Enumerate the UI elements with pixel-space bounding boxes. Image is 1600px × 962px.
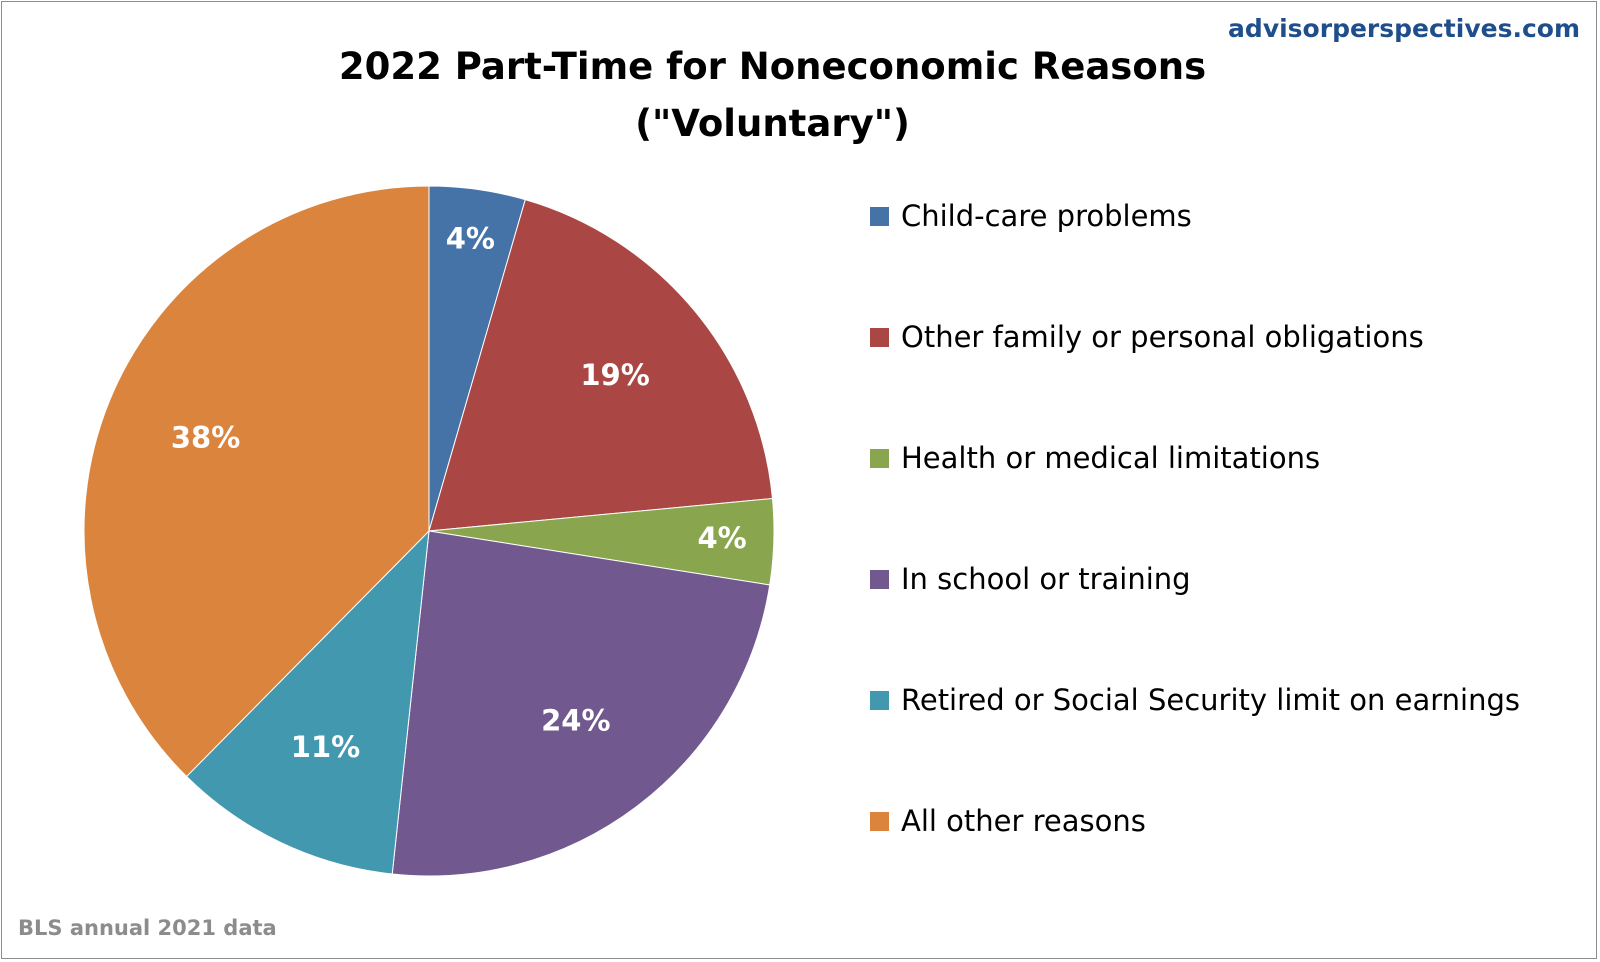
slice-data-label: 19% <box>580 358 649 392</box>
legend-label: Health or medical limitations <box>901 441 1321 475</box>
legend-item: Retired or Social Security limit on earn… <box>870 680 1520 720</box>
pie-slice <box>185 529 430 875</box>
slice-data-label: 11% <box>291 730 360 764</box>
legend-swatch <box>870 448 889 468</box>
slice-data-label: 4% <box>446 222 495 256</box>
title-line-2: ("Voluntary") <box>635 102 910 145</box>
slice-data-label: 4% <box>697 521 746 555</box>
pie-slice <box>83 185 430 778</box>
slice-data-label: 38% <box>171 420 240 454</box>
legend-swatch <box>870 327 889 347</box>
legend-label: Retired or Social Security limit on earn… <box>901 683 1520 717</box>
legend-label: All other reasons <box>901 804 1146 838</box>
brand-watermark: advisorperspectives.com <box>1228 14 1580 43</box>
legend-item: Child-care problems <box>870 196 1192 236</box>
legend-swatch <box>870 811 889 831</box>
pie-slice <box>428 199 774 532</box>
legend-label: In school or training <box>901 562 1191 596</box>
legend-item: All other reasons <box>870 801 1146 841</box>
legend-label: Child-care problems <box>901 199 1192 233</box>
legend-item: Health or medical limitations <box>870 438 1320 478</box>
legend-swatch <box>870 206 889 226</box>
legend-label: Other family or personal obligations <box>901 320 1424 354</box>
title-line-1: 2022 Part-Time for Noneconomic Reasons <box>338 45 1207 88</box>
pie-slice <box>391 530 771 877</box>
chart-title: 2022 Part-Time for Noneconomic Reasons (… <box>0 38 1545 152</box>
slice-data-label: 24% <box>541 704 610 738</box>
legend-swatch <box>870 690 889 710</box>
source-note: BLS annual 2021 data <box>18 916 277 940</box>
legend-item: In school or training <box>870 559 1191 599</box>
legend-item: Other family or personal obligations <box>870 317 1424 357</box>
legend-swatch <box>870 569 889 589</box>
